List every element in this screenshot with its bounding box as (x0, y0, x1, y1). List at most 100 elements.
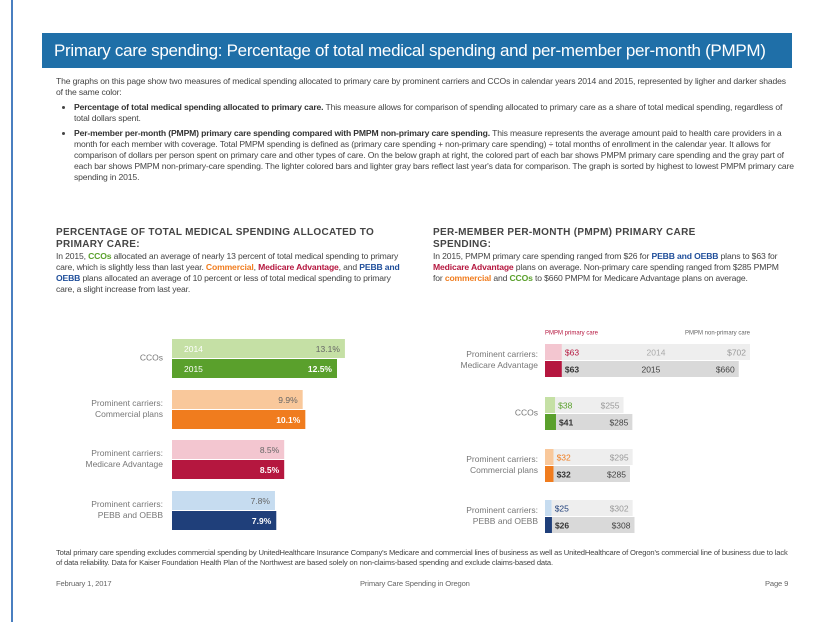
non-primary-label: $302 (610, 503, 629, 513)
series-label: 2015 (184, 364, 203, 374)
legend-label: PMPM primary care (545, 331, 599, 337)
series-label: 2014 (184, 344, 203, 354)
text-run: and (491, 273, 510, 283)
non-primary-label: $308 (612, 520, 631, 530)
category-label: PEBB and OEBB (98, 510, 164, 520)
value-label: 7.9% (252, 516, 272, 526)
category-label: Medicare Advantage (461, 360, 539, 370)
bar (172, 410, 306, 429)
primary-bar (545, 466, 554, 482)
primary-label: $26 (555, 520, 569, 530)
section-text: In 2015, CCOs allocated an average of ne… (56, 251, 401, 295)
text-run: Commercial (205, 262, 254, 272)
primary-label: $41 (559, 417, 573, 427)
primary-label: $32 (557, 469, 571, 479)
non-primary-label: $255 (601, 400, 620, 410)
category-label: CCOs (140, 352, 163, 362)
text-run: , and (338, 262, 360, 272)
non-primary-label: $285 (607, 469, 626, 479)
category-label: Prominent carriers: (466, 454, 538, 464)
non-primary-bar (555, 397, 624, 413)
footer-date: February 1, 2017 (56, 579, 112, 588)
footer-title: Primary Care Spending in Oregon (360, 579, 470, 588)
non-primary-bar (551, 500, 633, 516)
non-primary-bar (555, 414, 633, 430)
text-run: to $660 PMPM for Medicare Advantage plan… (532, 273, 748, 283)
non-primary-label: $295 (610, 452, 629, 462)
category-label: Prominent carriers: (91, 448, 163, 458)
category-label: Medicare Advantage (86, 459, 164, 469)
footer-page: Page 9 (765, 579, 789, 588)
bullet-list: Percentage of total medical spending all… (56, 102, 794, 183)
bullet-bold: Per-member per-month (PMPM) primary care… (74, 128, 490, 138)
primary-bar (545, 344, 562, 360)
bar (172, 460, 285, 479)
non-primary-bar (553, 466, 630, 482)
non-primary-label: $285 (609, 417, 628, 427)
non-primary-label: $702 (727, 347, 746, 357)
bar (172, 491, 275, 510)
primary-label: $63 (565, 347, 579, 357)
section-heading: PER-MEMBER PER-MONTH (PMPM) PRIMARY CARE… (433, 227, 696, 250)
section-text: In 2015, PMPM primary care spending rang… (433, 251, 783, 284)
non-primary-bar (551, 517, 635, 533)
primary-bar (545, 449, 554, 465)
text-run: In 2015, PMPM primary care spending rang… (433, 251, 652, 261)
text-run: PEBB and OEBB (56, 262, 400, 283)
category-label: PEBB and OEBB (473, 516, 539, 526)
bullet-text: This measure represents the average amou… (74, 128, 794, 182)
bar (172, 359, 337, 378)
bar (172, 390, 303, 409)
category-label: Prominent carriers: (466, 505, 538, 515)
text-run: plans to $63 for (718, 251, 778, 261)
title: Primary care spending: Percentage of tot… (54, 41, 766, 60)
category-label: Commercial plans (470, 465, 538, 475)
intro: The graphs on this page show two measure… (56, 76, 794, 187)
primary-bar (545, 397, 556, 413)
non-primary-bar (553, 449, 633, 465)
text-run: allocated an average of nearly 13 percen… (56, 251, 399, 272)
value-label: 10.1% (276, 415, 301, 425)
category-label: Commercial plans (95, 409, 163, 419)
text-run: CCOs (88, 251, 112, 261)
series-label: 2015 (641, 364, 660, 374)
bar (172, 511, 277, 530)
value-label: 7.8% (251, 496, 271, 506)
right-section: PER-MEMBER PER-MONTH (PMPM) PRIMARY CARE… (433, 227, 788, 284)
category-label: Prominent carriers: (91, 499, 163, 509)
left-section: PERCENTAGE OF TOTAL MEDICAL SPENDING ALL… (56, 227, 411, 295)
footnote: Total primary care spending excludes com… (56, 548, 788, 567)
bullet: Per-member per-month (PMPM) primary care… (74, 128, 794, 183)
value-label: 8.5% (260, 445, 280, 455)
primary-label: $32 (557, 452, 571, 462)
non-primary-bar (561, 361, 739, 377)
bar (172, 440, 285, 459)
primary-label: $25 (555, 503, 569, 513)
intro-text: The graphs on this page show two measure… (56, 76, 786, 97)
non-primary-bar (561, 344, 751, 360)
text-run: , (253, 262, 259, 272)
category-label: CCOs (515, 407, 538, 417)
text-run: In 2015, (56, 251, 89, 261)
text-run: PEBB and OEBB (651, 251, 719, 261)
bullet-text: This measure allows for comparison of sp… (74, 102, 783, 123)
bar (172, 339, 345, 358)
series-label: 2014 (647, 347, 666, 357)
value-label: 8.5% (260, 465, 280, 475)
primary-bar (545, 361, 562, 377)
category-label: Prominent carriers: (466, 349, 538, 359)
text-run: plans allocated an average of 10 percent… (56, 273, 391, 294)
primary-bar (545, 414, 556, 430)
bullet: Percentage of total medical spending all… (74, 102, 794, 124)
text-run: plans on average. Non-primary care spend… (433, 262, 779, 283)
text-run: commercial (444, 273, 492, 283)
value-label: 9.9% (278, 395, 298, 405)
title-banner: Primary care spending: Percentage of tot… (42, 33, 792, 68)
bullet-bold: Percentage of total medical spending all… (74, 102, 324, 112)
legend-label: PMPM non-primary care (685, 331, 751, 337)
primary-bar (545, 517, 552, 533)
value-label: 12.5% (308, 364, 333, 374)
text-run: Medicare Advantage (258, 262, 339, 272)
